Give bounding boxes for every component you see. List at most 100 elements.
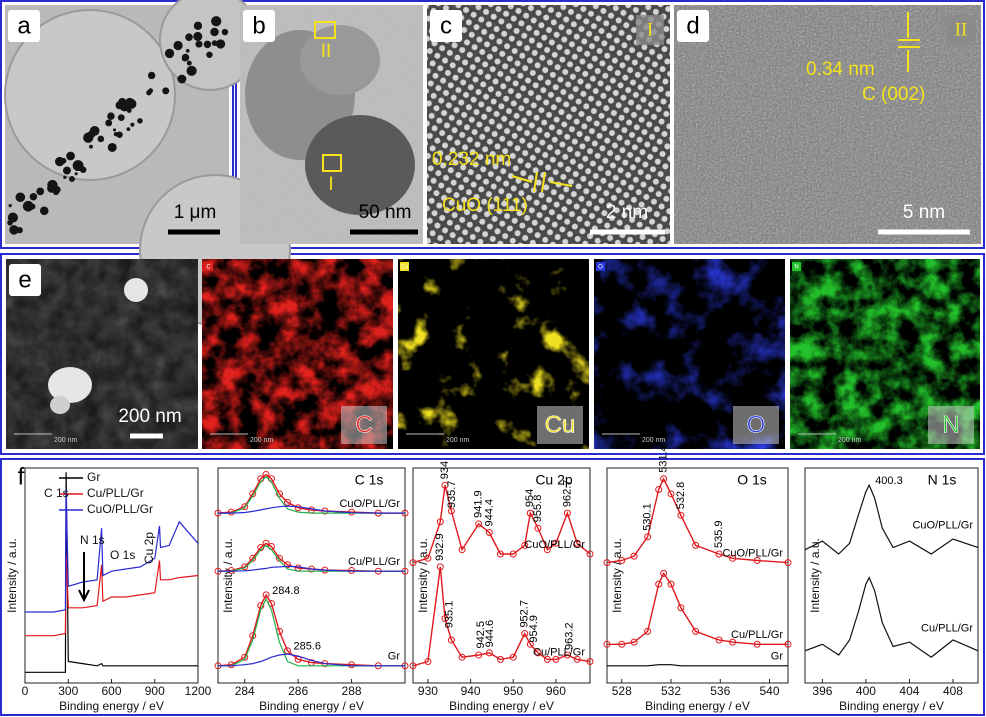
x-tick-label: 404: [899, 684, 919, 698]
particle: [7, 212, 18, 223]
particle: [116, 131, 123, 138]
data-point: [496, 550, 504, 558]
letter-box: [9, 264, 41, 296]
particle: [113, 128, 117, 132]
data-point: [667, 580, 675, 588]
particle: [115, 101, 124, 110]
peak-label: 963.2: [563, 622, 575, 650]
data-point: [552, 539, 560, 547]
particle: [8, 204, 12, 208]
series-line: [25, 472, 198, 673]
particle: [164, 48, 175, 59]
y-axis-label: Intensity / a.u.: [221, 538, 235, 613]
small-scale-label: 200 nm: [54, 437, 78, 444]
particle: [107, 142, 117, 152]
data-point: [436, 518, 444, 526]
data-point: [784, 559, 792, 567]
small-scale-label: 200 nm: [250, 437, 274, 444]
region-box: [314, 21, 336, 39]
data-point: [526, 509, 534, 517]
panel-letter: d: [686, 12, 699, 39]
particle: [186, 65, 197, 76]
element-label: N: [942, 411, 959, 438]
letter-box: [243, 10, 275, 42]
peak-label: 531.4: [658, 445, 670, 473]
x-tick-label: 532: [661, 684, 681, 698]
data-point: [475, 651, 483, 659]
data-point: [586, 550, 594, 558]
particle: [130, 122, 135, 127]
badge: [204, 262, 213, 271]
frame: [0, 0, 234, 249]
particle: [52, 189, 59, 196]
data-point: [618, 640, 626, 648]
data-point: [496, 655, 504, 663]
particle: [113, 132, 119, 137]
x-tick-label: 288: [342, 684, 362, 698]
peak-annotation: Cu 2p: [142, 532, 156, 564]
badge: [792, 262, 801, 271]
peak-label: 934: [439, 461, 451, 479]
series-label: Cu/PLL/Gr: [533, 646, 585, 658]
region-label: I: [647, 19, 653, 40]
particle: [137, 118, 143, 124]
element-box: [341, 406, 387, 444]
data-point: [424, 554, 432, 562]
region-box: [946, 15, 976, 45]
panel-letter: e: [18, 266, 31, 293]
scale-label: 50 nm: [359, 202, 412, 223]
x-tick-label: 900: [145, 684, 165, 698]
scale-label: 2 nm: [606, 202, 648, 223]
series-label: Cu/PLL/Gr: [731, 629, 783, 641]
data-point: [603, 559, 611, 567]
y-axis-label: Intensity / a.u.: [610, 538, 624, 613]
data-point: [485, 529, 493, 536]
region-label: II: [321, 41, 332, 62]
particle: [125, 97, 135, 108]
series-line: [607, 664, 788, 667]
particle: [305, 115, 415, 215]
element-label: O: [747, 411, 766, 438]
data-point: [275, 490, 283, 498]
data-point: [692, 627, 700, 635]
x-axis-label: Binding energy / eV: [645, 699, 750, 713]
x-tick-label: 286: [288, 684, 308, 698]
particle: [185, 48, 190, 53]
panel-b: II I b 50 nm: [240, 5, 423, 244]
peak-label: 935.7: [446, 481, 458, 509]
particle: [15, 192, 26, 203]
x-axis-label: Binding energy / eV: [259, 699, 364, 713]
series-label: Cu/PLL/Gr: [348, 556, 400, 568]
scale-label: 1 μm: [174, 202, 217, 223]
arrow: [549, 181, 573, 187]
peak-annotation: C 1s: [44, 486, 69, 500]
element-label: C: [355, 411, 372, 438]
data-point: [655, 486, 663, 493]
badge-label: C: [206, 265, 211, 271]
data-point: [563, 509, 571, 517]
particle: [48, 367, 92, 403]
data-point: [753, 640, 761, 648]
data-point: [667, 490, 675, 498]
particle: [126, 127, 131, 131]
series-label: CuO/PLL/Gr: [722, 548, 783, 560]
particle: [195, 40, 203, 48]
data-point: [249, 554, 257, 562]
x-tick-label: 930: [418, 684, 438, 698]
badge-label: N: [794, 265, 798, 271]
data-point: [441, 615, 449, 622]
panel-e: e 200 nm C C 200 nm Cu Cu 200 nm O O 200 nm N N 200…: [6, 259, 980, 449]
data-point: [573, 655, 581, 663]
particle: [124, 278, 148, 302]
series-line: [607, 477, 788, 564]
peak-label: 952.7: [519, 600, 531, 628]
particle: [147, 71, 156, 80]
chart: 528 532 536 540 Binding energy / eV Intensity…: [603, 445, 792, 713]
scale-label: 200 nm: [118, 406, 181, 427]
data-point: [241, 503, 249, 511]
series-line: [218, 653, 405, 667]
particle: [47, 179, 58, 191]
